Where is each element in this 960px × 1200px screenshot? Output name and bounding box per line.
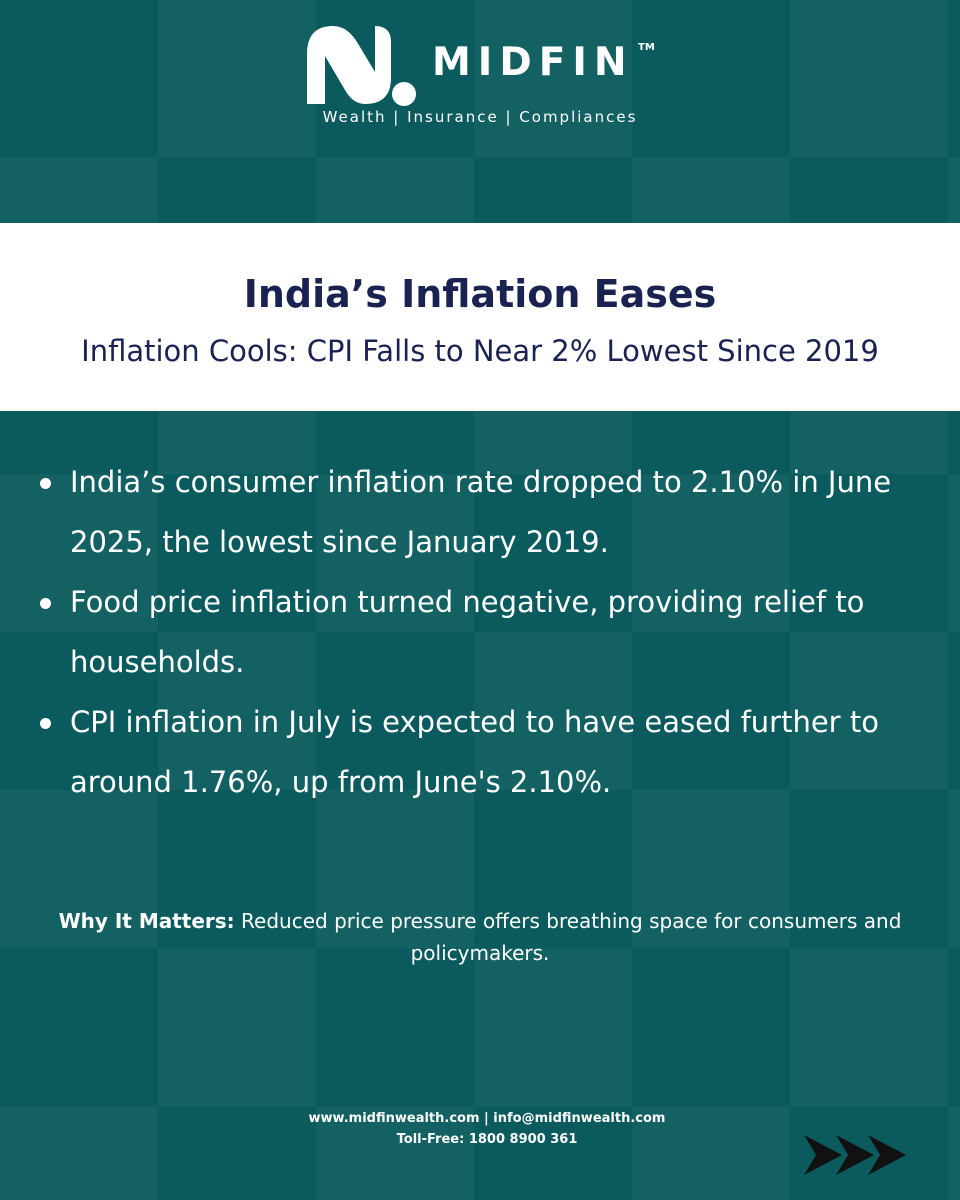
title-banner: [0, 223, 960, 411]
list-item: CPI inflation in July is expected to hav…: [38, 692, 928, 812]
footer: www.midfinwealth.com | info@midfinwealth…: [0, 1108, 960, 1150]
footer-contacts[interactable]: www.midfinwealth.com | info@midfinwealth…: [308, 1111, 666, 1126]
footer-tollfree: Toll-Free: 1800 8900 361: [396, 1132, 578, 1147]
page-title: India’s Inflation Eases: [243, 272, 717, 316]
bullet-list: India’s consumer inflation rate dropped …: [38, 452, 928, 812]
bullet-icon: [40, 598, 51, 609]
bullet-icon: [40, 718, 51, 729]
brand-name: MIDFIN: [432, 40, 634, 85]
bullet-text: CPI inflation in July is expected to hav…: [70, 705, 879, 799]
brand-tagline: Wealth | Insurance | Compliances: [322, 108, 638, 126]
why-text: Reduced price pressure offers breathing …: [234, 909, 902, 965]
why-it-matters: Why It Matters: Reduced price pressure o…: [40, 905, 920, 969]
bullet-text: Food price inflation turned negative, pr…: [70, 585, 865, 679]
list-item: India’s consumer inflation rate dropped …: [38, 452, 928, 572]
trademark: TM: [638, 42, 655, 53]
bullet-icon: [40, 478, 51, 489]
page-subtitle: Inflation Cools: CPI Falls to Near 2% Lo…: [81, 334, 879, 368]
triple-arrow-icon[interactable]: [802, 1133, 910, 1177]
list-item: Food price inflation turned negative, pr…: [38, 572, 928, 692]
bullet-text: India’s consumer inflation rate dropped …: [70, 465, 892, 559]
midfin-logo-icon: [307, 26, 416, 106]
header: MIDFIN TM Wealth | Insurance | Complianc…: [0, 0, 960, 222]
why-label: Why It Matters:: [58, 909, 235, 933]
